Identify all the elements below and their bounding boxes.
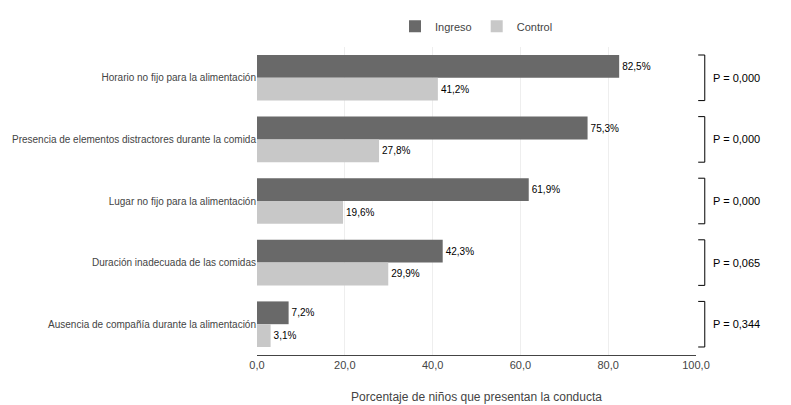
- svg-text:40,0: 40,0: [422, 359, 443, 371]
- svg-text:P = 0,000: P = 0,000: [713, 133, 760, 145]
- svg-text:Presencia de elementos distrac: Presencia de elementos distractores dura…: [12, 134, 256, 145]
- svg-text:61,9%: 61,9%: [532, 184, 560, 195]
- svg-text:Ausencia de compañía durante l: Ausencia de compañía durante la alimenta…: [48, 319, 256, 330]
- svg-text:P = 0,344: P = 0,344: [713, 318, 760, 330]
- svg-text:75,3%: 75,3%: [591, 123, 619, 134]
- svg-text:27,8%: 27,8%: [382, 145, 410, 156]
- svg-text:3,1%: 3,1%: [274, 330, 297, 341]
- svg-text:42,3%: 42,3%: [446, 246, 474, 257]
- svg-text:Lugar no fijo para la alimenta: Lugar no fijo para la alimentación: [109, 196, 256, 207]
- svg-text:100,0: 100,0: [682, 359, 710, 371]
- svg-text:Horario no fijo para la alimen: Horario no fijo para la alimentación: [101, 72, 256, 83]
- svg-text:P = 0,000: P = 0,000: [713, 72, 760, 84]
- svg-text:60,0: 60,0: [510, 359, 531, 371]
- svg-text:Control: Control: [517, 21, 552, 33]
- svg-text:82,5%: 82,5%: [622, 61, 650, 72]
- svg-text:Duración inadecuada de las com: Duración inadecuada de las comidas: [92, 257, 256, 268]
- svg-text:20,0: 20,0: [334, 359, 355, 371]
- svg-text:Porcentaje de niños que presen: Porcentaje de niños que presentan la con…: [351, 390, 602, 404]
- svg-text:P = 0,065: P = 0,065: [713, 257, 760, 269]
- svg-text:7,2%: 7,2%: [292, 307, 315, 318]
- svg-text:80,0: 80,0: [597, 359, 618, 371]
- svg-text:19,6%: 19,6%: [346, 207, 374, 218]
- svg-text:P = 0,000: P = 0,000: [713, 195, 760, 207]
- svg-text:41,2%: 41,2%: [441, 84, 469, 95]
- svg-text:0,0: 0,0: [249, 359, 264, 371]
- svg-text:Ingreso: Ingreso: [435, 21, 472, 33]
- svg-text:29,9%: 29,9%: [391, 268, 419, 279]
